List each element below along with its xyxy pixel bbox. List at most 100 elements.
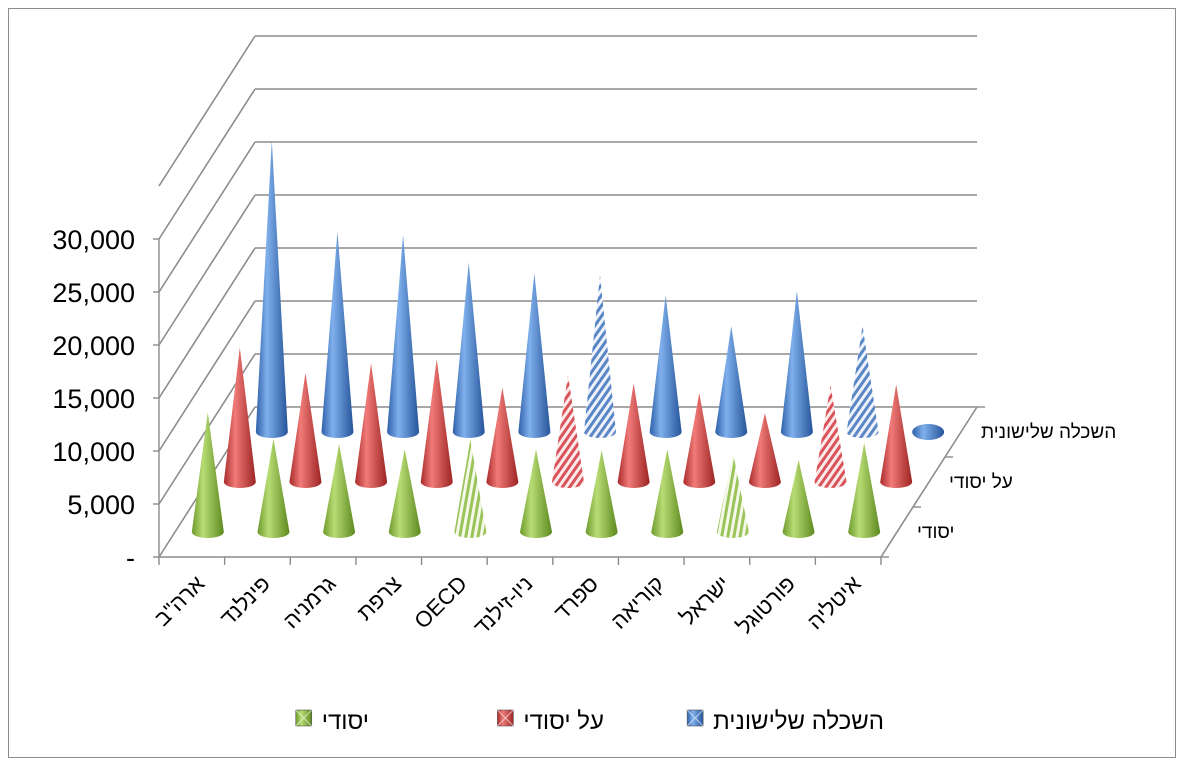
cone-body bbox=[223, 347, 256, 488]
depth-series-label: יסודי bbox=[917, 522, 954, 543]
legend-swatch-shading bbox=[686, 709, 704, 727]
cone bbox=[454, 439, 487, 538]
category-label: פינלנד bbox=[215, 571, 275, 631]
cone bbox=[782, 459, 815, 538]
category-label: צרפת bbox=[352, 571, 406, 625]
y-tick-label: 5,000 bbox=[67, 490, 135, 520]
cone-body bbox=[585, 450, 618, 538]
cone-body bbox=[191, 412, 224, 538]
category-label: פורטוגל bbox=[732, 571, 800, 639]
wall-gridline bbox=[158, 247, 256, 399]
legend-label: השכלה שלישונית bbox=[713, 708, 884, 735]
category-label: איטליה bbox=[802, 571, 866, 635]
cone-body bbox=[321, 231, 354, 438]
cone bbox=[651, 449, 684, 538]
cone bbox=[780, 291, 813, 438]
cone bbox=[585, 450, 618, 538]
cone bbox=[912, 424, 945, 440]
cone bbox=[223, 347, 256, 488]
legend-swatch-shading bbox=[497, 709, 514, 727]
cone bbox=[520, 449, 552, 538]
y-tick-label: 15,000 bbox=[52, 384, 135, 414]
chart-frame: - 5,000 10,000 15,000 20,000 25,000 30,000 ארה"… bbox=[8, 8, 1176, 758]
cone-body bbox=[880, 384, 913, 488]
cone-body bbox=[584, 275, 616, 438]
cone bbox=[323, 444, 356, 538]
cone-body bbox=[255, 140, 288, 438]
chart-grid bbox=[158, 35, 977, 558]
legend-swatch-shading bbox=[295, 709, 313, 727]
cone-body bbox=[715, 326, 748, 438]
category-label: ספרד bbox=[549, 571, 603, 625]
chart-axes bbox=[153, 238, 985, 565]
cone-body bbox=[649, 295, 682, 438]
cone-body bbox=[355, 363, 388, 488]
cone-body bbox=[683, 392, 716, 488]
cone-body bbox=[323, 444, 356, 538]
category-label: ישראל bbox=[675, 571, 734, 630]
legend-label: יסודי bbox=[322, 708, 369, 735]
cone-base bbox=[912, 424, 945, 440]
cone bbox=[387, 234, 420, 438]
cone bbox=[191, 412, 224, 538]
wall-gridline bbox=[158, 300, 256, 452]
cone bbox=[420, 359, 453, 488]
cone bbox=[649, 295, 682, 438]
cone-body bbox=[388, 449, 421, 538]
cone bbox=[321, 231, 354, 438]
legend-label: על יסודי bbox=[523, 708, 604, 735]
cone-body bbox=[518, 273, 551, 438]
y-tick-label: 25,000 bbox=[52, 278, 135, 308]
category-label: ארה"ב bbox=[149, 571, 209, 631]
cone-body bbox=[651, 449, 684, 538]
depth-series-label: על יסודי bbox=[949, 472, 1013, 493]
chart-cones bbox=[191, 140, 945, 538]
cone bbox=[355, 363, 388, 488]
wall-gridline bbox=[158, 194, 256, 346]
cone-body bbox=[486, 387, 519, 488]
cone-body bbox=[782, 459, 815, 538]
category-label: קוריאה bbox=[606, 571, 669, 634]
category-label: ניו-זילנד bbox=[469, 571, 538, 640]
cone-body bbox=[454, 439, 487, 538]
cone bbox=[715, 326, 748, 438]
cone-body bbox=[848, 442, 881, 538]
floor-right-edge bbox=[880, 406, 978, 558]
category-label: גרמניה bbox=[278, 571, 340, 633]
cone bbox=[748, 413, 781, 488]
y-tick-label: 20,000 bbox=[52, 331, 135, 361]
cone bbox=[552, 374, 584, 488]
cone-body bbox=[387, 234, 420, 438]
cone bbox=[716, 452, 749, 538]
cone bbox=[388, 449, 421, 538]
cone-body bbox=[814, 385, 847, 488]
cone-body bbox=[716, 452, 749, 538]
category-label: OECD bbox=[409, 571, 472, 634]
cone-body bbox=[420, 359, 453, 488]
cone-body bbox=[846, 326, 879, 438]
wall-gridline bbox=[158, 35, 256, 187]
cone-chart: - 5,000 10,000 15,000 20,000 25,000 30,000 ארה"… bbox=[52, 35, 1116, 735]
cone-body bbox=[257, 438, 290, 538]
chart-legend: השכלה שלישונית על יסודי יסודי bbox=[295, 708, 884, 735]
cone bbox=[584, 275, 616, 438]
cone bbox=[848, 442, 881, 538]
wall-gridline bbox=[158, 88, 256, 240]
cone bbox=[880, 384, 913, 488]
cone-body bbox=[617, 383, 650, 488]
y-tick-label: 30,000 bbox=[52, 225, 135, 255]
cone bbox=[846, 326, 879, 438]
wall-gridline bbox=[158, 141, 256, 293]
cone-body bbox=[520, 449, 552, 538]
cone-body bbox=[552, 374, 584, 488]
y-tick-label: - bbox=[126, 543, 135, 573]
cone-body bbox=[748, 413, 781, 488]
cone bbox=[289, 372, 322, 488]
cone bbox=[617, 383, 650, 488]
cone-body bbox=[780, 291, 813, 438]
cone bbox=[486, 387, 519, 488]
depth-series-label: השכלה שלישונית bbox=[981, 422, 1116, 443]
cone bbox=[452, 262, 485, 438]
cone bbox=[257, 438, 290, 538]
cone-body bbox=[452, 262, 485, 438]
